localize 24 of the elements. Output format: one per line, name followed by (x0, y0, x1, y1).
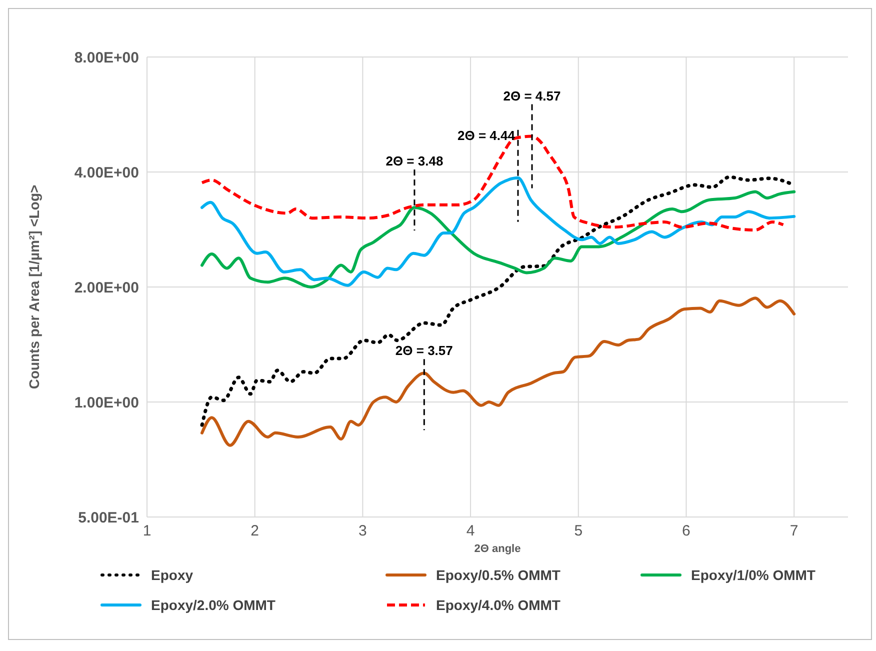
legend-label: Epoxy (151, 567, 194, 583)
x-axis-title: 2Θ angle (474, 543, 521, 555)
x-tick-label: 3 (358, 522, 367, 540)
y-tick-label: 8.00E+00 (74, 49, 139, 66)
y-tick-label: 1.00E+00 (74, 394, 139, 412)
y-tick-label: 4.00E+00 (74, 164, 139, 182)
legend-label: Epoxy/0.5% OMMT (436, 567, 560, 583)
x-tick-label: 2 (250, 522, 260, 540)
annotation: 2Θ = 4.57 (503, 88, 561, 104)
x-tick-label: 4 (466, 522, 475, 540)
legend-label: Epoxy/1/0% OMMT (691, 567, 816, 583)
x-tick-label: 5 (574, 522, 583, 540)
legend-label: Epoxy/4.0% OMMT (436, 597, 560, 613)
x-tick-label: 7 (790, 522, 798, 540)
x-tick-label: 6 (682, 522, 690, 540)
line-series (200, 296, 796, 447)
annotation: 2Θ = 4.44 (458, 128, 516, 143)
legend-label: Epoxy/2.0% OMMT (151, 597, 276, 613)
y-tick-label: 5.00E-01 (78, 509, 139, 526)
x-tick-label: 1 (142, 522, 152, 540)
y-axis-title: Counts per Area [1/µm²] <Log> (26, 184, 42, 390)
annotation: 2Θ = 3.48 (386, 153, 444, 168)
y-tick-label: 2.00E+00 (74, 279, 139, 296)
annotation: 2Θ = 3.57 (395, 343, 453, 358)
